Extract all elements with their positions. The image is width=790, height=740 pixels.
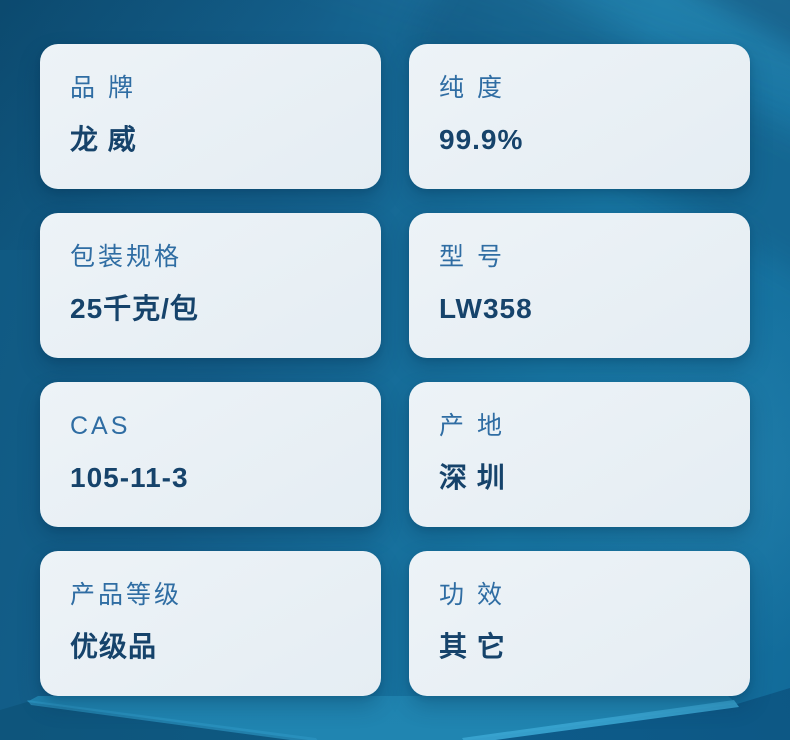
spec-label: 包装规格 [70,243,183,271]
spec-label: CAS [70,412,131,440]
spec-card-origin: 产 地 深 圳 [409,382,750,527]
spec-value: 25千克/包 [70,293,199,324]
spec-value: 99.9% [439,124,524,155]
spec-value: LW358 [439,293,533,324]
spec-card-model: 型 号 LW358 [409,213,750,358]
spec-value: 105-11-3 [70,462,189,493]
spec-value: 龙 威 [70,124,137,155]
spec-card-packaging: 包装规格 25千克/包 [40,213,381,358]
spec-card-grade: 产品等级 优级品 [40,551,381,696]
spec-card-brand: 品 牌 龙 威 [40,44,381,189]
spec-card-function: 功 效 其 它 [409,551,750,696]
spec-label: 产 地 [439,412,505,440]
spec-value: 优级品 [70,631,158,662]
spec-label: 型 号 [439,243,505,271]
spec-value: 其 它 [439,631,506,662]
spec-label: 品 牌 [70,74,136,102]
product-specs-grid: 品 牌 龙 威 纯 度 99.9% 包装规格 25千克/包 型 号 LW358 … [40,44,750,696]
spec-card-purity: 纯 度 99.9% [409,44,750,189]
spec-card-cas: CAS 105-11-3 [40,382,381,527]
spec-label: 产品等级 [70,581,183,609]
spec-value: 深 圳 [439,462,506,493]
spec-label: 功 效 [439,581,505,609]
spec-label: 纯 度 [439,74,505,102]
